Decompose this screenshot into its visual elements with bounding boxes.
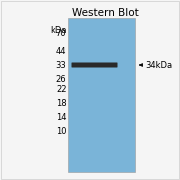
Text: 14: 14 [56, 114, 66, 123]
FancyBboxPatch shape [71, 62, 118, 68]
Text: 10: 10 [56, 127, 66, 136]
Text: kDa: kDa [50, 26, 66, 35]
Text: 22: 22 [56, 86, 66, 94]
Text: Western Blot: Western Blot [72, 8, 138, 18]
Text: 18: 18 [56, 100, 66, 109]
Text: 44: 44 [56, 48, 66, 57]
Text: 26: 26 [56, 75, 66, 84]
Text: 34kDa: 34kDa [145, 60, 172, 69]
Bar [68, 18, 135, 172]
Text: 70: 70 [56, 28, 66, 37]
Text: 33: 33 [56, 60, 66, 69]
